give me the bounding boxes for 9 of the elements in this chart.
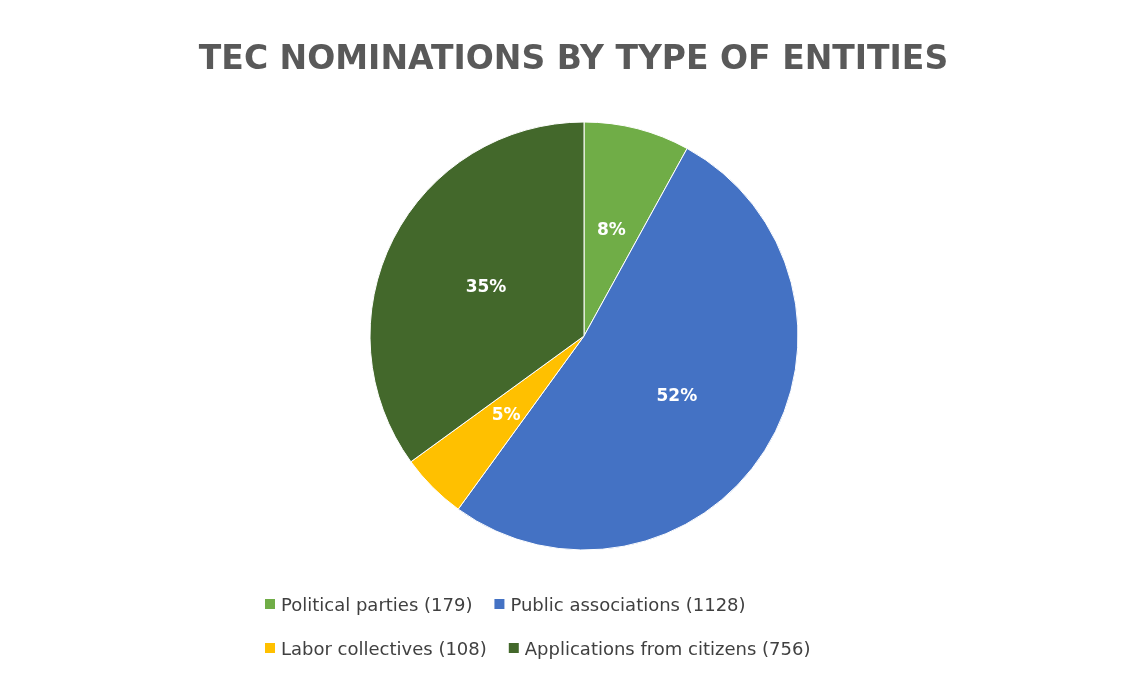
legend-label: Political parties (179) — [281, 593, 473, 615]
data-label: 52% — [656, 384, 698, 405]
legend-label: Labor collectives (108) — [281, 637, 487, 659]
data-label: 8% — [596, 219, 626, 240]
legend-label: Public associations (1128) — [510, 593, 746, 615]
data-label: 35% — [465, 276, 507, 297]
legend-label: Applications from citizens (756) — [524, 637, 811, 659]
chart-title: TEC NOMINATIONS BY TYPE OF ENTITIES — [198, 38, 949, 77]
data-label: 5% — [491, 403, 521, 424]
